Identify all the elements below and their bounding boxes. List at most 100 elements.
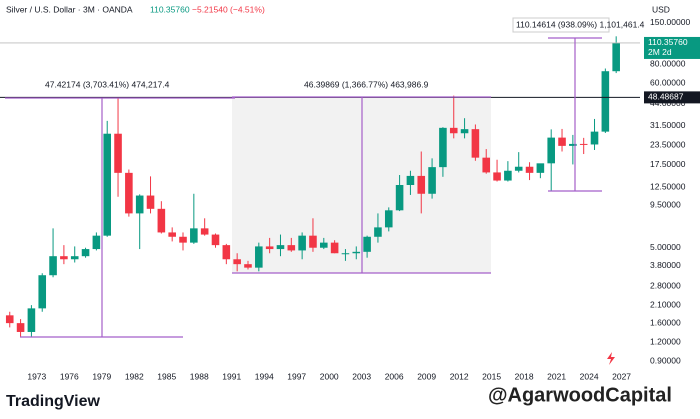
y-tick-label: 9.50000 (650, 199, 681, 209)
candle-body (569, 143, 577, 146)
y-tick-label: 12.50000 (650, 181, 686, 191)
candle-body (38, 275, 47, 309)
candle-body (612, 42, 620, 72)
currency: USD (652, 4, 670, 14)
price-label-note: 2M 2d (648, 47, 672, 57)
y-tick-label: 1.60000 (650, 317, 681, 327)
y-tick-label: 150.00000 (650, 17, 690, 27)
candle-body (417, 175, 426, 194)
candle-body (103, 133, 111, 236)
x-tick-label: 1973 (27, 371, 46, 381)
candle-body (5, 315, 14, 324)
y-tick-label: 5.00000 (650, 242, 681, 252)
candle-body (374, 227, 382, 237)
y-tick-label: 2.80000 (650, 280, 681, 290)
x-tick-label: 1982 (125, 371, 144, 381)
candle-body (287, 245, 296, 251)
candle-body (471, 129, 480, 158)
x-tick-label: 2012 (450, 371, 469, 381)
y-tick-label: 23.50000 (650, 140, 686, 150)
measure-label: 110.14614 (938.09%) 1,101,461.4 (516, 19, 645, 29)
candle-body (601, 71, 610, 132)
brand: TradingView (6, 393, 101, 410)
candle-body (352, 251, 361, 254)
candle-body (276, 245, 285, 250)
candle-body (114, 133, 122, 173)
candle-body (439, 127, 447, 168)
measure-label: 46.39869 (1,366.77%) 463,986.9 (304, 79, 429, 89)
x-tick-label: 2009 (417, 371, 436, 381)
candle-body (504, 170, 512, 181)
candle-body (579, 143, 588, 145)
x-tick-label: 2006 (385, 371, 404, 381)
candle-body (244, 264, 252, 268)
candle-body (92, 235, 101, 250)
candle-body (330, 242, 339, 254)
candle-body (16, 323, 25, 332)
y-tick-label: 0.90000 (650, 355, 681, 365)
candle-body (157, 208, 166, 233)
candle-body (27, 308, 36, 332)
candle-body (49, 256, 57, 276)
watermark: @AgarwoodCapital (488, 384, 672, 406)
candle-body (200, 228, 209, 235)
y-tick-label: 31.50000 (650, 120, 686, 130)
x-tick-label: 1991 (222, 371, 241, 381)
candle-body (558, 137, 566, 146)
x-tick-label: 2015 (482, 371, 501, 381)
candle-body (222, 245, 231, 260)
header-price: 110.35760 (150, 4, 190, 14)
candle-body (449, 127, 458, 134)
x-tick-label: 2021 (547, 371, 566, 381)
candle-body (363, 236, 371, 252)
x-tick-label: 1985 (157, 371, 176, 381)
x-tick-label: 1979 (92, 371, 111, 381)
candle-body (190, 228, 198, 243)
x-tick-label: 2003 (352, 371, 371, 381)
candle-body (168, 232, 176, 237)
candle-body (298, 235, 306, 251)
price-axis: 0.90000 1.20000 1.60000 2.10000 2.80000 3.800… (27, 17, 700, 381)
y-tick-label: 17.50000 (650, 159, 686, 169)
y-tick-label: 2.10000 (650, 299, 681, 309)
measurements: 47.42174 (3,703.41%) 474,217.4 46.39869 … (5, 17, 645, 338)
symbol-title: Silver / U.S. Dollar · 3M · OANDA (6, 4, 133, 14)
price-label: 48.48687 (648, 92, 684, 102)
candle-body (125, 172, 133, 214)
x-tick-label: 1988 (190, 371, 209, 381)
candle-body (514, 166, 523, 171)
candle-body (536, 163, 545, 173)
x-tick-label: 1994 (255, 371, 274, 381)
x-tick-label: 2024 (580, 371, 599, 381)
lightning-icon (607, 352, 615, 365)
candle-body (320, 242, 328, 248)
x-tick-label: 2018 (515, 371, 534, 381)
x-tick-label: 2000 (320, 371, 339, 381)
candle-body (60, 256, 68, 260)
measure-label-box (512, 17, 610, 33)
header-change: −5.21540 (−4.51%) (192, 4, 265, 14)
y-tick-label: 1.20000 (650, 336, 681, 346)
y-tick-label: 80.00000 (650, 58, 686, 68)
candle-body (406, 175, 415, 186)
candle-body (265, 246, 274, 250)
candle-body (482, 157, 491, 173)
price-label: 110.35760 (648, 37, 688, 47)
candle-body (395, 185, 404, 211)
candle-body (146, 195, 155, 209)
candle-body (179, 236, 187, 243)
candle-body (135, 195, 144, 214)
candle-body (255, 246, 263, 268)
y-tick-label: 3.80000 (650, 260, 681, 270)
candle-body (309, 235, 317, 248)
candle-body (81, 249, 90, 257)
price-label-box (644, 91, 700, 104)
x-tick-label: 1997 (287, 371, 306, 381)
candle-body (233, 259, 241, 265)
plot (0, 36, 640, 337)
x-tick-label: 1976 (60, 371, 79, 381)
candle-body (70, 256, 79, 260)
y-tick-label: 60.00000 (650, 78, 686, 88)
candle-body (460, 129, 469, 134)
